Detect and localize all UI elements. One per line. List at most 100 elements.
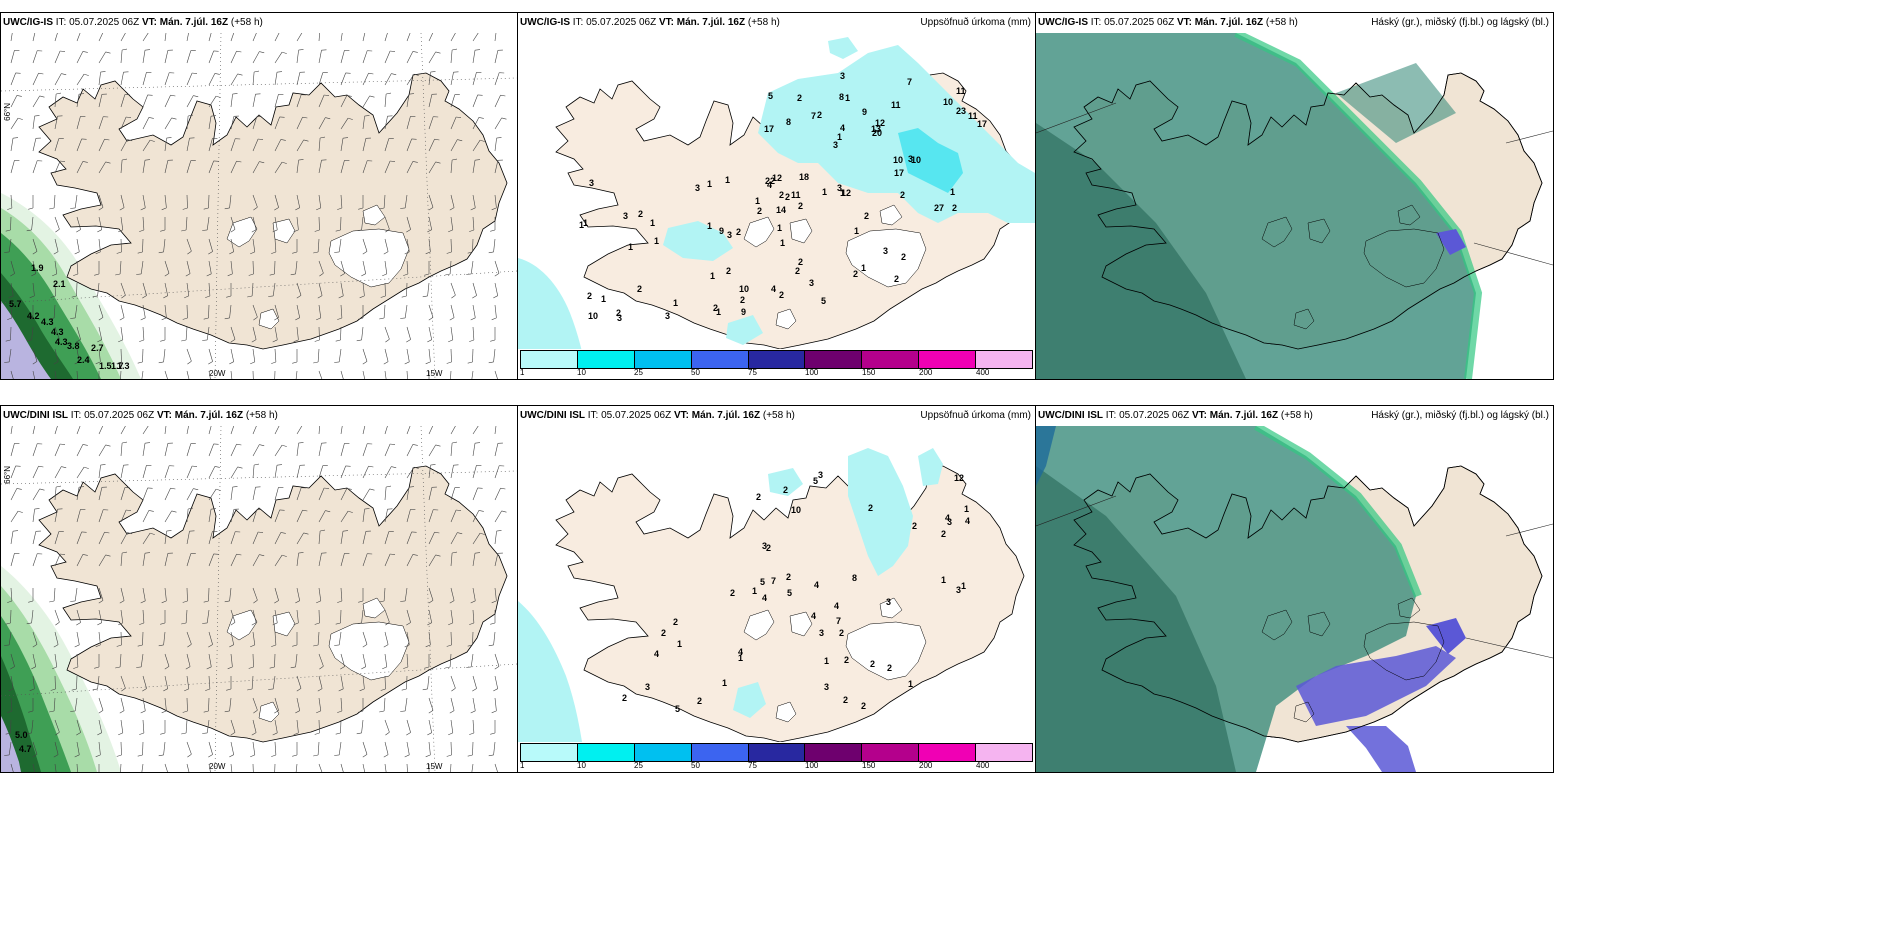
wind-barb-feather <box>105 444 111 447</box>
wind-barb-feather <box>142 688 147 692</box>
precip-value: 2 <box>736 227 741 237</box>
wind-barb-feather <box>292 644 298 647</box>
wind-barb-feather <box>203 710 209 713</box>
wind-barb <box>142 510 150 523</box>
wind-barb <box>428 116 434 130</box>
wind-barb-feather <box>346 95 352 97</box>
wind-barb <box>494 160 499 174</box>
legend-swatch <box>577 351 635 368</box>
wind-barb-feather <box>182 317 188 320</box>
wind-barb-feather <box>390 553 396 555</box>
precip-value: 2 <box>798 257 803 267</box>
wind-barb <box>340 763 344 772</box>
precip-value: 17 <box>977 119 987 129</box>
precip-value: 4 <box>738 647 743 657</box>
wind-barb-feather <box>237 466 243 469</box>
wind-barb <box>53 194 56 209</box>
wind-barb <box>186 653 191 667</box>
wind-barb-feather <box>160 339 166 342</box>
wind-barb-feather <box>314 229 320 232</box>
precip-value: 3 <box>809 278 814 288</box>
wind-barb <box>186 138 190 152</box>
wind-barb <box>53 697 56 712</box>
wind-barb <box>98 194 104 208</box>
wind-barb <box>164 653 170 667</box>
wind-barb-feather <box>406 229 411 233</box>
wind-barb-feather <box>298 442 304 444</box>
valid-time: Mán. 7.júl. 16Z <box>159 17 229 28</box>
wind-barb-feather <box>192 72 198 74</box>
wind-barb-feather <box>334 251 340 253</box>
wind-barb <box>472 719 475 734</box>
wind-barb <box>494 426 497 435</box>
precip-value: 2 <box>900 190 905 200</box>
wind-barb <box>208 587 210 602</box>
wind-barb <box>185 719 188 734</box>
wind-barb <box>450 139 458 152</box>
wind-barb <box>472 160 476 174</box>
wind-barb-feather <box>470 600 476 604</box>
panel-title: Uppsöfnuð úrkoma (mm) <box>920 410 1031 421</box>
wind-barb <box>296 72 301 86</box>
wind-barb <box>450 348 452 363</box>
wind-barb <box>472 631 474 646</box>
wind-barb <box>428 33 434 42</box>
wind-barb-feather <box>236 443 242 446</box>
precip-value: 1 <box>725 175 730 185</box>
precip-value: 3 <box>833 140 838 150</box>
vt-label: VT: <box>658 17 674 28</box>
wind-barb-feather <box>224 710 230 713</box>
wind-barb <box>274 465 278 479</box>
precip-value: 20 <box>872 128 882 138</box>
wind-barb <box>8 631 12 645</box>
wind-barb-feather <box>55 228 60 233</box>
wind-barb <box>142 160 146 174</box>
wind-barb <box>494 95 501 108</box>
wind-barb-feather <box>427 732 432 736</box>
wind-barb <box>142 72 147 86</box>
wind-barb-feather <box>182 207 188 210</box>
wind-barb <box>340 326 342 341</box>
precip-value: 1 <box>780 238 785 248</box>
wind-barb <box>472 487 478 501</box>
wind-barb <box>186 631 192 645</box>
wind-barb <box>384 719 390 733</box>
panel-title: Uppsöfnuð úrkoma (mm) <box>920 17 1031 28</box>
wind-barb-feather <box>158 754 164 757</box>
wind-barb <box>274 216 278 230</box>
wind-barb-feather <box>187 643 192 648</box>
wind-barb <box>208 95 217 108</box>
wind-barb-feather <box>160 229 166 232</box>
wind-barb-feather <box>282 51 287 54</box>
precip-value: 1 <box>738 653 743 663</box>
wind-barb <box>384 282 386 297</box>
wind-barb-feather <box>184 295 189 299</box>
wind-barb-feather <box>325 510 331 513</box>
wind-barb <box>406 763 408 772</box>
wind-barb <box>362 238 368 252</box>
precip-value: 8 <box>839 92 844 102</box>
wind-barb <box>296 510 303 523</box>
wind-barb <box>296 587 300 601</box>
wind-barb <box>274 554 283 567</box>
wind-barb <box>186 443 192 457</box>
precip-value: 7 <box>811 111 816 121</box>
wind-barb-feather <box>232 486 238 488</box>
wind-barb <box>472 304 476 318</box>
precip-value: 3 <box>819 628 824 638</box>
wind-barb-feather <box>236 160 242 163</box>
panel-wind-dini: UWC/DINI ISL IT: 05.07.2025 06Z VT: Mán.… <box>0 405 518 773</box>
wind-barb-feather <box>414 73 419 76</box>
precip-value: 1 <box>845 93 850 103</box>
wind-barb-feather <box>493 295 498 299</box>
wind-map: 1.92.15.74.24.34.34.3 3.8 2.72.41.5 1.71.3 <box>1 33 517 379</box>
wind-barb <box>54 260 58 274</box>
wind-barb-feather <box>272 229 278 233</box>
wind-barb-feather <box>73 666 78 669</box>
wind-barb-feather <box>32 361 38 365</box>
wind-barb <box>428 719 432 733</box>
wind-barb <box>406 466 415 479</box>
wind-barb-feather <box>434 138 440 141</box>
wind-barb <box>450 49 453 64</box>
wind-barb-feather <box>136 666 142 668</box>
